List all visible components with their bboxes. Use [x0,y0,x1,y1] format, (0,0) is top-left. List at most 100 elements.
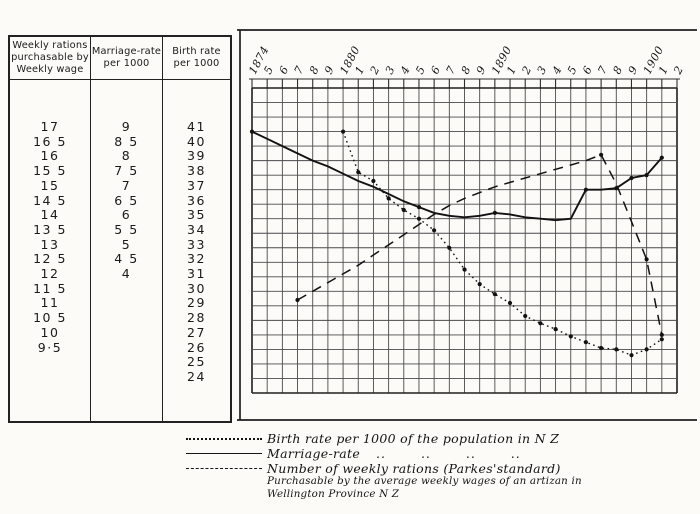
rations-data-point [644,257,649,262]
birth-data-point [432,228,437,233]
birth-data-point [538,321,543,326]
birth-data-point [371,178,376,184]
table-value: 8 [121,148,132,164]
column-header-marriage: Marriage-rate per 1000 [91,37,162,80]
marriage-data-point [583,187,589,192]
column-values-rations: 17 16 5 16 15 5 15 14 5 14 13 5 13 12 5 12 11 5 11 10… [10,80,90,355]
marriage-data-point [492,210,497,215]
marriage-data-point [249,129,255,134]
year-label: 4 [397,64,412,78]
table-value: 6 [121,207,132,223]
year-label: 3 [535,64,550,77]
table-value: 31 [187,266,206,282]
birth-data-point [416,216,422,221]
year-label: 6 [277,64,292,77]
rations-data-point [599,152,604,157]
year-label: 2 [671,64,686,78]
birth-data-point [447,245,452,250]
year-label: 7 [443,64,458,77]
table-value: 37 [187,177,206,193]
year-label: 5 [565,64,580,77]
table-value: 4 [121,266,132,282]
table-value: 7 [121,177,132,193]
legend-footnote-line2: Wellington Province N Z [267,487,400,500]
table-value: 33 [187,236,206,252]
legend-label: Marriage-rate [267,446,361,461]
birth-data-point [356,170,361,175]
birth-data-point [553,327,558,332]
table-value: 36 [187,192,206,208]
solid-line-sample [186,453,262,454]
year-label: 9 [474,64,489,77]
table-value: 17 [40,119,60,134]
table-value: 10 5 [33,310,67,326]
table-value: 27 [187,324,206,340]
table-value: 28 [187,310,206,326]
birth-data-point [583,340,589,345]
table-value: 6 5 [114,192,139,208]
legend: Birth rate per 1000 of the population in… [186,430,582,500]
marriage-data-point [644,173,649,178]
table-value: 13 5 [33,221,67,237]
year-label: 8 [610,64,625,77]
table-value: 13 [40,236,60,252]
table-value: 12 5 [33,251,67,267]
year-label: 5 [261,64,276,77]
year-label: 2 [519,64,534,78]
table-value: 32 [187,251,206,267]
legend-item-rations: Number of weekly rations (Parkes'standar… [186,460,582,476]
table-value: 9·5 [37,339,63,355]
table-column-rations: Weekly rations purchasable by Weekly wag… [10,37,90,421]
rations-table: Weekly rations purchasable by Weekly wag… [8,35,232,423]
dotted-line-sample [186,437,262,440]
birth-data-point [477,282,482,287]
table-value: 16 [40,148,60,164]
rations-data-point [295,297,300,303]
table-value: 35 [187,207,206,223]
table-value: 14 5 [33,192,67,208]
table-value: 11 5 [33,280,67,296]
table-value: 41 [187,119,206,134]
birth-data-point [614,347,619,352]
table-value: 40 [187,133,206,149]
year-label: 7 [595,64,610,77]
birth-data-point [462,267,467,272]
year-label: 6 [428,64,443,77]
year-label: 8 [307,64,322,77]
birth-data-point [401,207,406,213]
table-value: 30 [187,280,206,296]
birth-data-point [629,353,634,358]
table-value: 15 5 [33,163,67,179]
table-value: 12 [40,266,60,282]
birth-data-point [341,129,346,134]
marriage-data-point [416,205,422,210]
table-value: 11 [40,295,60,311]
table-column-birth: Birth rate per 1000 41 40 39 38 37 36 35 34 33 32… [162,37,230,421]
ditto-marks: .. .. .. .. [376,446,521,461]
year-label: 7 [292,64,307,77]
table-value: 5 [121,236,132,252]
year-label: 1 [504,64,519,77]
birth-data-point [523,313,528,319]
birth-data-point [507,300,513,306]
rations-data-point [659,332,664,337]
year-label: 4 [549,64,564,78]
birth-data-point [659,337,664,342]
table-value: 26 [187,339,206,355]
marriage-rate-line [251,130,663,222]
year-label: 9 [322,64,337,77]
table-value: 9 [121,119,132,134]
table-value: 14 [40,207,60,223]
table-value: 39 [187,148,206,164]
birth-data-point [386,196,391,201]
year-label: 6 [580,64,595,77]
rations-rate-line [297,153,663,336]
year-label: 9 [626,64,641,77]
birth-rate-line [342,131,663,356]
legend-item-marriage-rate: Marriage-rate .. .. .. .. [186,445,582,461]
column-header-rations: Weekly rations purchasable by Weekly wag… [10,37,90,80]
table-value: 24 [187,368,206,384]
table-value: 34 [187,221,206,237]
